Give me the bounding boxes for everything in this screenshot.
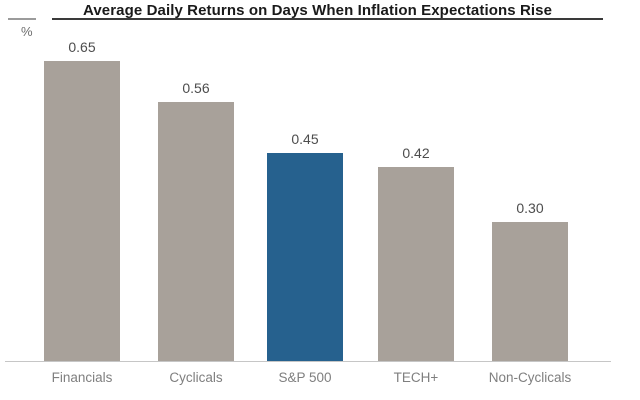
x-axis-label-non-cyclicals: Non-Cyclicals — [488, 370, 572, 385]
x-axis-label-financials: Financials — [51, 370, 113, 385]
bar-value-label: 0.45 — [291, 131, 319, 147]
title-underline — [52, 18, 603, 20]
chart-title: Average Daily Returns on Days When Infla… — [82, 2, 553, 19]
bar-value-label: 0.56 — [182, 80, 210, 96]
bar-non-cyclicals — [492, 222, 568, 361]
bar-value-label: 0.30 — [516, 200, 544, 216]
bar-value-label: 0.65 — [68, 39, 96, 55]
bar-s-p-500 — [267, 153, 343, 361]
x-axis-line — [5, 361, 611, 362]
bar-cyclicals — [158, 102, 234, 361]
x-axis-label-tech: TECH+ — [393, 370, 439, 385]
x-axis-label-s-p-500: S&P 500 — [278, 370, 332, 385]
bar-value-label: 0.42 — [402, 145, 430, 161]
y-axis-unit-label: % — [21, 24, 33, 39]
y-axis-top-rule — [8, 18, 36, 20]
bar-financials — [44, 61, 120, 361]
bar-tech — [378, 167, 454, 361]
x-axis-label-cyclicals: Cyclicals — [169, 370, 223, 385]
